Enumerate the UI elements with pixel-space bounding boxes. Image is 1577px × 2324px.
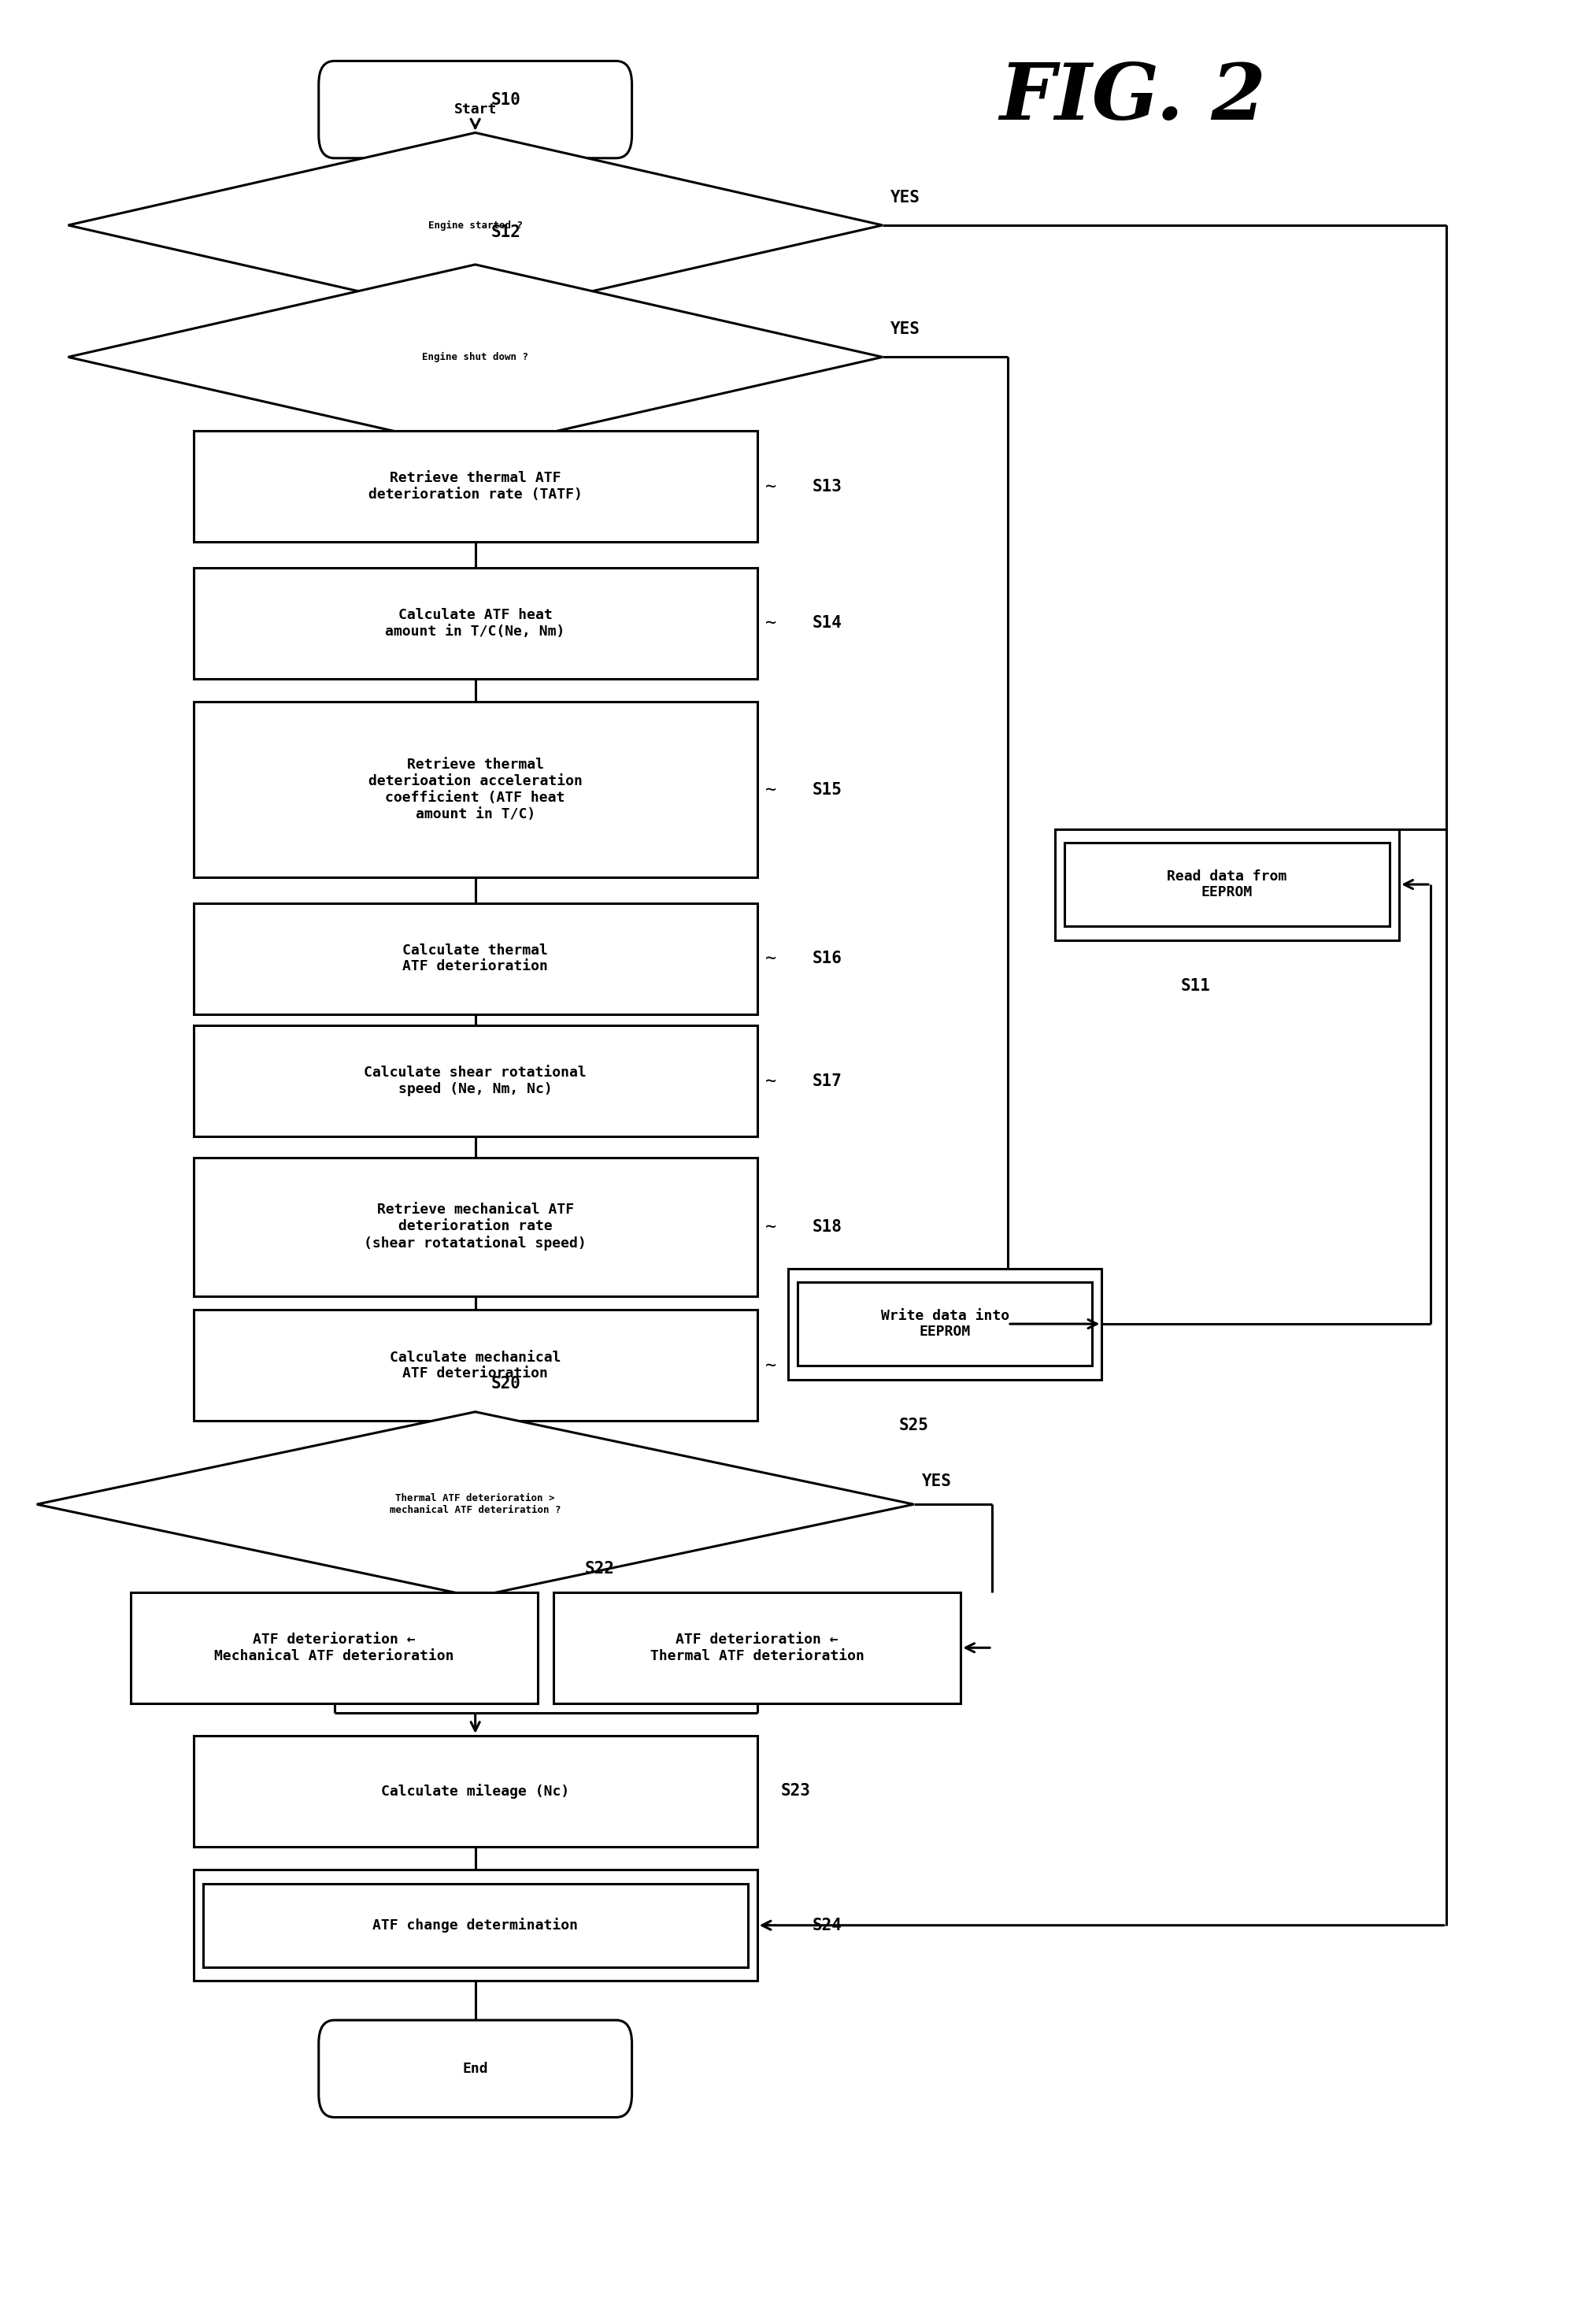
FancyBboxPatch shape xyxy=(319,2020,632,2117)
Bar xyxy=(194,567,757,679)
Text: Retrieve thermal
deterioation acceleration
coefficient (ATF heat
amount in T/C): Retrieve thermal deterioation accelerati… xyxy=(369,758,582,820)
Text: Calculate ATF heat
amount in T/C(Ne, Nm): Calculate ATF heat amount in T/C(Ne, Nm) xyxy=(385,609,565,639)
Text: S21: S21 xyxy=(490,1613,520,1627)
Text: Thermal ATF deterioration >
mechanical ATF deteriration ?: Thermal ATF deterioration > mechanical A… xyxy=(390,1494,561,1515)
Bar xyxy=(194,1157,757,1297)
Text: S19: S19 xyxy=(812,1357,842,1373)
Text: S24: S24 xyxy=(812,1917,842,1934)
Text: Calculate mileage (Nc): Calculate mileage (Nc) xyxy=(382,1785,569,1799)
Text: ATF deterioration ←
Thermal ATF deterioration: ATF deterioration ← Thermal ATF deterior… xyxy=(650,1631,864,1664)
Bar xyxy=(194,904,757,1013)
Text: S25: S25 xyxy=(899,1418,929,1434)
Text: NO: NO xyxy=(319,1608,339,1622)
Text: ATF deterioration ←
Mechanical ATF deterioration: ATF deterioration ← Mechanical ATF deter… xyxy=(214,1631,454,1664)
Text: S13: S13 xyxy=(812,479,842,495)
Text: ∼: ∼ xyxy=(765,1218,776,1236)
Text: Calculate shear rotational
speed (Ne, Nm, Nc): Calculate shear rotational speed (Ne, Nm… xyxy=(364,1067,587,1097)
Text: ∼: ∼ xyxy=(765,1915,776,1936)
Text: YES: YES xyxy=(921,1473,951,1490)
Text: S14: S14 xyxy=(812,616,842,630)
Text: S10: S10 xyxy=(490,93,520,109)
Bar xyxy=(194,430,757,541)
Bar xyxy=(798,1283,1093,1367)
Bar xyxy=(1064,844,1389,925)
Polygon shape xyxy=(36,1411,913,1597)
Bar xyxy=(788,1269,1102,1380)
Text: S16: S16 xyxy=(812,951,842,967)
Text: Start: Start xyxy=(454,102,497,116)
Polygon shape xyxy=(68,132,883,318)
Text: S12: S12 xyxy=(490,225,520,239)
Polygon shape xyxy=(68,265,883,449)
FancyBboxPatch shape xyxy=(319,60,632,158)
Bar xyxy=(554,1592,960,1703)
Text: ∼: ∼ xyxy=(765,1071,776,1090)
Text: S23: S23 xyxy=(781,1783,811,1799)
Text: NO: NO xyxy=(271,465,292,481)
Text: YES: YES xyxy=(891,321,919,337)
Bar xyxy=(194,702,757,878)
Text: Write data into
EEPROM: Write data into EEPROM xyxy=(882,1308,1009,1339)
Bar xyxy=(194,1311,757,1420)
Text: YES: YES xyxy=(891,191,919,205)
Text: Engine started ?: Engine started ? xyxy=(427,221,522,230)
Text: Read data from
EEPROM: Read data from EEPROM xyxy=(1167,869,1287,899)
Text: NO: NO xyxy=(271,332,292,349)
Text: FIG. 2: FIG. 2 xyxy=(1000,60,1266,137)
Text: Retrieve mechanical ATF
deterioration rate
(shear rotatational speed): Retrieve mechanical ATF deterioration ra… xyxy=(364,1204,587,1250)
Text: ∼: ∼ xyxy=(765,948,776,967)
Text: ∼: ∼ xyxy=(765,781,776,799)
Text: ATF change determination: ATF change determination xyxy=(372,1917,579,1934)
Text: ∼: ∼ xyxy=(765,1357,776,1376)
Bar xyxy=(194,1736,757,1848)
Bar xyxy=(194,1025,757,1136)
Text: S22: S22 xyxy=(585,1562,615,1578)
Text: Calculate thermal
ATF deterioration: Calculate thermal ATF deterioration xyxy=(402,944,549,974)
Bar xyxy=(194,1871,757,1980)
Text: ∼: ∼ xyxy=(765,614,776,632)
Text: S20: S20 xyxy=(490,1376,520,1392)
Bar xyxy=(131,1592,538,1703)
Text: S17: S17 xyxy=(812,1074,842,1090)
Text: S15: S15 xyxy=(812,781,842,797)
Text: ∼: ∼ xyxy=(765,476,776,495)
Text: S11: S11 xyxy=(1181,978,1211,995)
Text: Engine shut down ?: Engine shut down ? xyxy=(423,351,528,363)
Bar xyxy=(203,1885,747,1966)
Text: Retrieve thermal ATF
deterioration rate (TATF): Retrieve thermal ATF deterioration rate … xyxy=(369,472,582,502)
Bar xyxy=(1055,830,1399,939)
Text: Calculate mechanical
ATF deterioration: Calculate mechanical ATF deterioration xyxy=(390,1350,561,1380)
Text: S18: S18 xyxy=(812,1218,842,1234)
Text: End: End xyxy=(462,2061,489,2075)
